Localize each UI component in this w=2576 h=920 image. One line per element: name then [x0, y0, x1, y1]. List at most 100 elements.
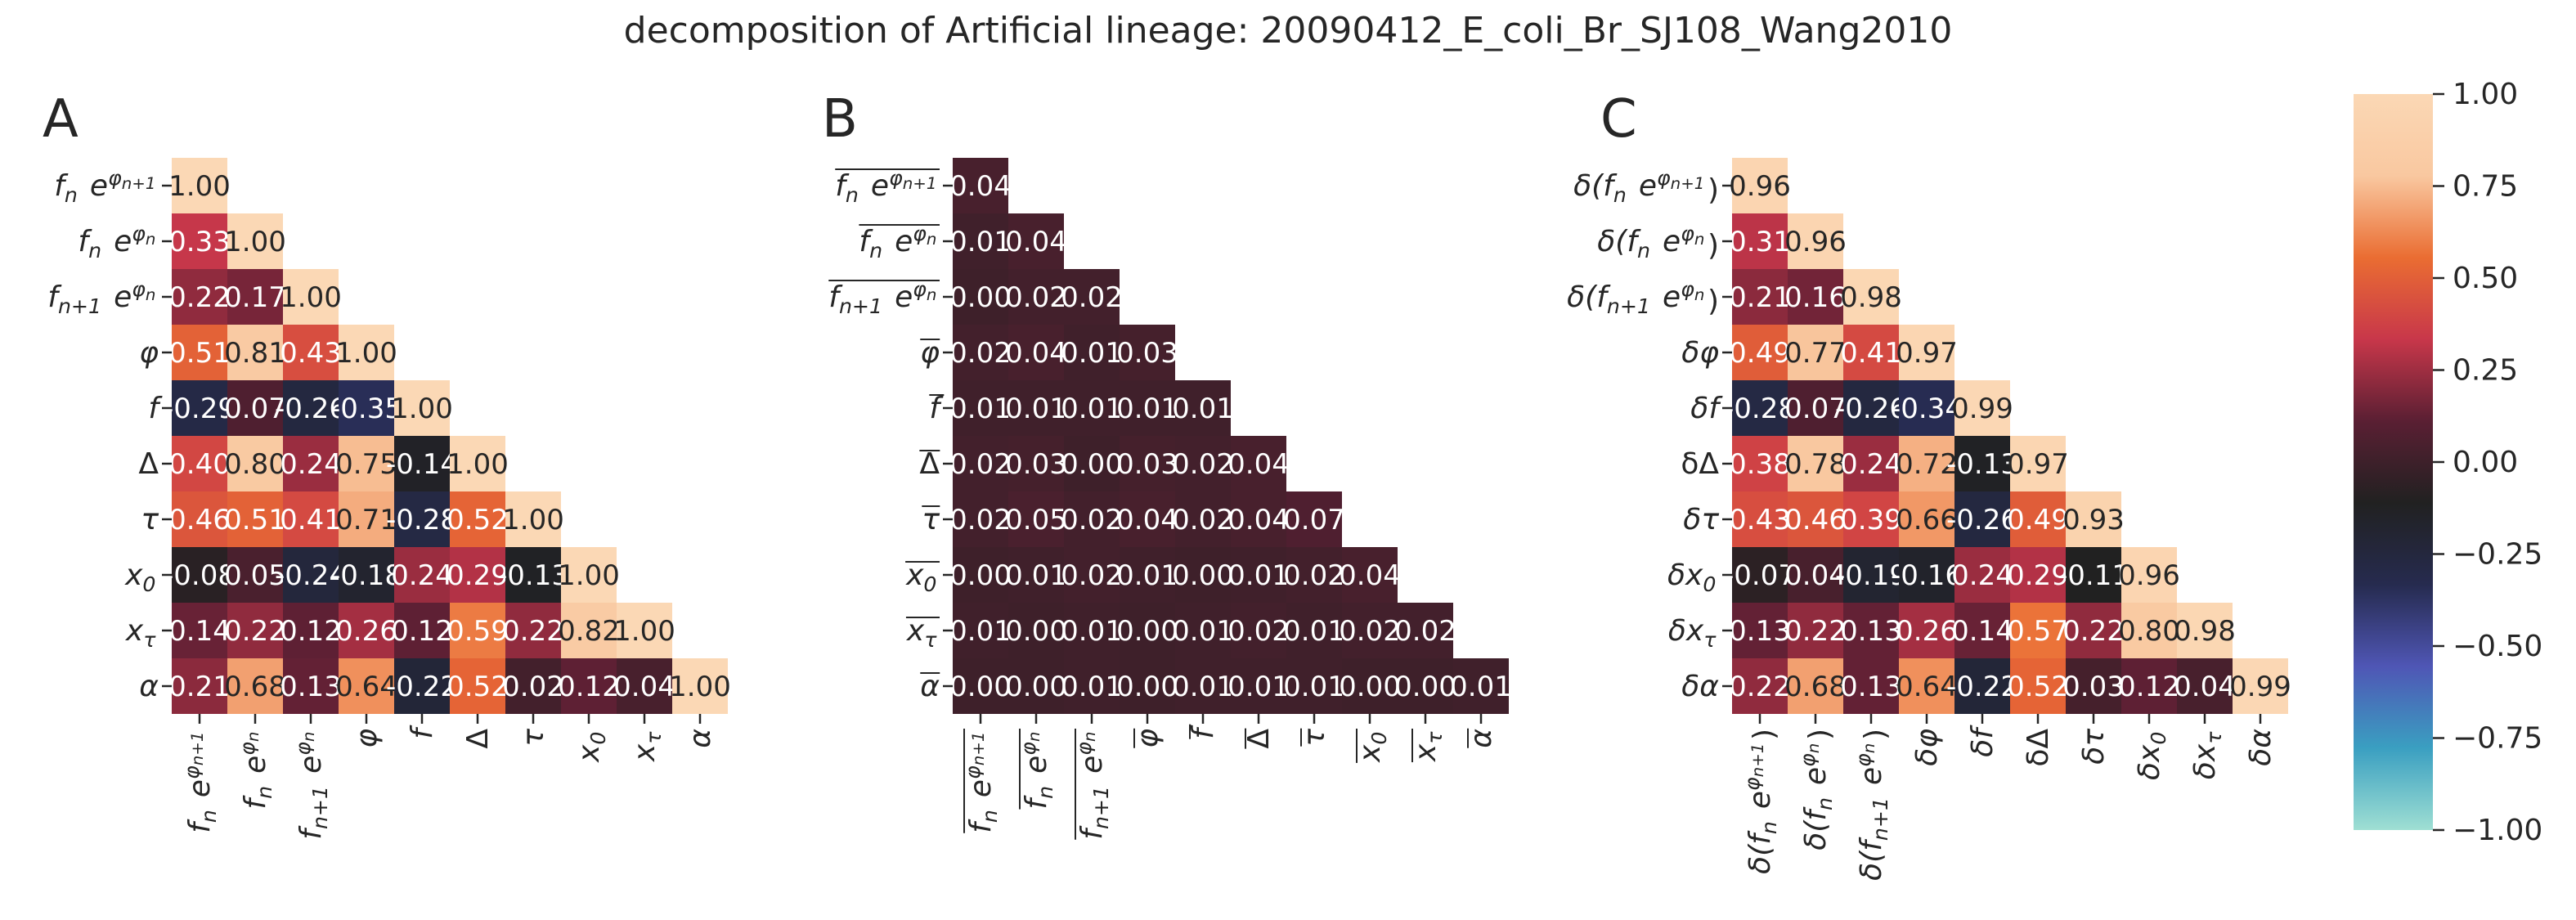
heatmap-cell: [394, 547, 450, 603]
heatmap-cell: [2010, 491, 2066, 547]
cell-label: 0.43: [280, 337, 342, 370]
heatmap-cell: [1008, 603, 1064, 658]
x-tick-label-group: δΔ: [2022, 729, 2055, 767]
heatmap-cell: [1843, 658, 1899, 714]
cell-label: -0.34: [1891, 393, 1963, 425]
heatmap-cell: [1788, 603, 1843, 658]
colorbar-tick-label: −0.50: [2453, 630, 2542, 663]
heatmap-cell: [953, 603, 1008, 658]
heatmap-panel-a: A1.000.331.000.220.171.000.510.810.431.0…: [43, 89, 731, 840]
cell-label: 0.29: [447, 559, 509, 592]
heatmap-cell: [172, 547, 227, 603]
cell-label: 0.01: [949, 615, 1012, 648]
heatmap-cell: [505, 547, 561, 603]
heatmap-cell: [561, 658, 617, 714]
heatmap-cell: [339, 325, 394, 380]
heatmap-cell: [1788, 269, 1843, 325]
cell-label: 0.04: [613, 671, 675, 703]
cell-label: 0.51: [168, 337, 231, 370]
heatmap-cell: [450, 436, 505, 491]
x-tick-label-group: fn eφn+1: [961, 729, 1002, 833]
cell-label: 1.00: [391, 393, 453, 425]
heatmap-cell: [505, 603, 561, 658]
heatmap-cell: [1064, 491, 1120, 547]
heatmap-cell: [1954, 380, 2010, 436]
cell-label: 0.00: [949, 281, 1012, 314]
x-tick-label-group: α: [1465, 728, 1498, 748]
heatmap-cell: [283, 547, 339, 603]
cell-label: -0.07: [1724, 559, 1796, 592]
heatmap-cell: [227, 380, 283, 436]
cell-label: 0.01: [1061, 671, 1123, 703]
heatmap-cell: [394, 603, 450, 658]
heatmap-cell: [172, 325, 227, 380]
heatmap-cell: [1231, 658, 1286, 714]
heatmap-cell: [1843, 603, 1899, 658]
cell-label: 0.01: [1005, 559, 1067, 592]
heatmap-cell: [1008, 325, 1064, 380]
cell-label: 0.01: [949, 226, 1012, 258]
heatmap-cell: [394, 380, 450, 436]
heatmap-cell: [1843, 380, 1899, 436]
colorbar-gradient: [2354, 94, 2433, 830]
heatmap-cell: [1286, 547, 1342, 603]
heatmap-panel-c: C0.960.310.960.210.160.980.490.770.410.9…: [1567, 89, 2291, 881]
y-tick-label: x0: [124, 559, 159, 596]
cell-label: 0.01: [1283, 615, 1345, 648]
heatmap-cell: [339, 380, 394, 436]
cell-label: -0.28: [386, 504, 458, 536]
heatmap-cell: [1453, 658, 1509, 714]
heatmap-cell: [1120, 380, 1175, 436]
heatmap-cell: [172, 491, 227, 547]
y-tick-label: xτ: [906, 614, 940, 652]
cell-label: 0.49: [2007, 504, 2069, 536]
heatmap-cell: [953, 213, 1008, 269]
x-tick-label: φ: [1131, 729, 1165, 748]
cell-label: 0.75: [335, 448, 397, 481]
colorbar: 1.00 0.75 0.50 0.25 0.00 −0.25 −0.50 −0.75 −1.00: [2354, 78, 2542, 847]
heatmap-cell: [1008, 269, 1064, 325]
heatmap-cell: [339, 436, 394, 491]
x-tick-label: δΔ: [2022, 729, 2055, 767]
colorbar-tick-label: 0.00: [2453, 446, 2518, 479]
cell-label: 0.57: [2007, 615, 2069, 648]
x-tick-label: α: [1465, 729, 1498, 748]
heatmap-cell: [2010, 436, 2066, 491]
cell-label: 0.13: [1840, 671, 1902, 703]
heatmap-cell: [2010, 658, 2066, 714]
cell-label: 0.80: [224, 448, 286, 481]
heatmap-cell: [339, 547, 394, 603]
cell-label: 1.00: [502, 504, 564, 536]
heatmap-cell: [227, 269, 283, 325]
cell-label: 0.03: [1005, 448, 1067, 481]
heatmap-cell: [1008, 436, 1064, 491]
x-tick-label-group: δ(fn eφn ): [1796, 729, 1837, 850]
cell-label: -0.35: [330, 393, 402, 425]
cell-label: 0.01: [1450, 671, 1512, 703]
heatmap-cell: [339, 658, 394, 714]
cell-label: 0.72: [1896, 448, 1958, 481]
heatmap-cell: [1788, 325, 1843, 380]
cell-label: -0.14: [386, 448, 458, 481]
y-tick-label: Δ: [919, 447, 940, 481]
cell-label: 0.01: [1172, 393, 1234, 425]
heatmap-cell: [1064, 547, 1120, 603]
cell-label: 0.22: [2062, 615, 2125, 648]
x-tick-label: δ(fn eφn+1 ): [1740, 729, 1781, 874]
x-tick-label: fn+1 eφn: [1072, 729, 1113, 840]
cell-label: 0.02: [1172, 448, 1234, 481]
heatmap-cell: [339, 491, 394, 547]
y-tick-label: δΔ: [1681, 447, 1719, 481]
x-tick-label-group: α: [684, 729, 717, 748]
y-tick-label: xτ: [125, 614, 159, 652]
cell-label: 0.01: [1061, 615, 1123, 648]
heatmap-cell: [1064, 380, 1120, 436]
cell-label: 0.03: [1116, 448, 1178, 481]
y-tick-label: δf: [1690, 392, 1723, 425]
x-tick-label: xτ: [628, 729, 666, 762]
cell-label: 0.17: [224, 281, 286, 314]
x-tick-label-group: δτ: [2077, 729, 2111, 765]
heatmap-cell: [1175, 547, 1231, 603]
heatmap-cell: [2066, 603, 2121, 658]
cell-label: 0.38: [1729, 448, 1791, 481]
